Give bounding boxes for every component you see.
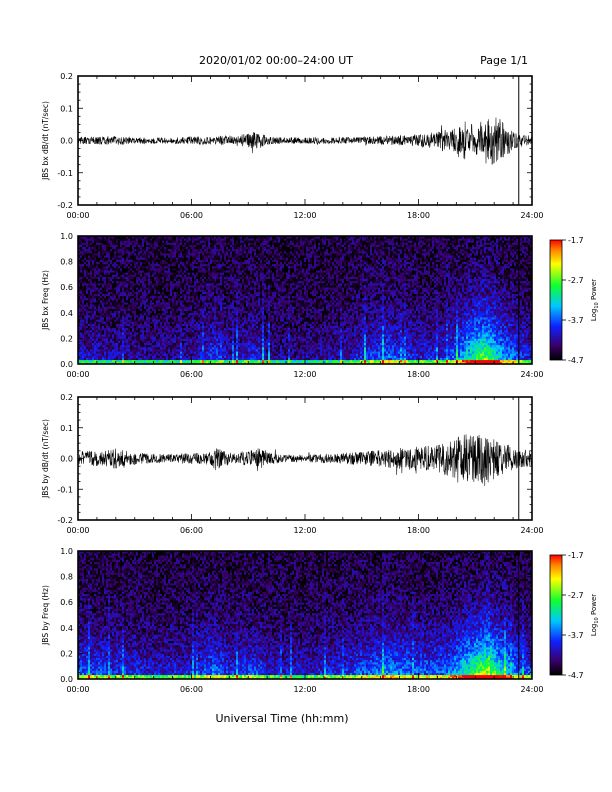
figure-page-number: Page 1/1 — [480, 54, 528, 67]
x-tick-label: 06:00 — [180, 370, 203, 379]
x-axis-title: Universal Time (hh:mm) — [216, 712, 349, 725]
spectrogram-cells — [78, 551, 533, 680]
y-axis-title: JBS by dB/dt (nT/sec) — [41, 419, 50, 499]
y-axis-title: JBS by Freq (Hz) — [41, 585, 50, 646]
y-tick-label: 0.0 — [60, 675, 73, 684]
bx-dbdt-panel: 00:00 06:00 12:00 18:00 24:00 0.2 0.1 0.0 -0.1 -0… — [41, 72, 544, 220]
y-tick-label: -0.1 — [57, 169, 73, 178]
colorbar-tick-label: -3.7 — [568, 316, 584, 325]
y-tick-label: -0.2 — [57, 201, 73, 210]
colorbar-label-rest: Power — [590, 594, 598, 618]
x-tick-label: 06:00 — [180, 526, 203, 535]
figure-date-range: 2020/01/02 00:00–24:00 UT — [199, 54, 353, 67]
colorbar-tick-label: -3.7 — [568, 631, 584, 640]
x-tick-label: 24:00 — [520, 526, 543, 535]
colorbar-label-rest: Power — [590, 279, 598, 303]
by-dbdt-panel: 00:00 06:00 12:00 18:00 24:00 0.2 0.1 0.0 -0.1 -0… — [41, 393, 544, 535]
x-tick-label: 00:00 — [66, 370, 89, 379]
y-axis-title: JBS bx Freq (Hz) — [41, 270, 50, 331]
x-tick-label: 12:00 — [293, 526, 316, 535]
y-tick-label: 0.2 — [60, 334, 73, 343]
x-tick-label: 18:00 — [407, 685, 430, 694]
y-tick-label: 1.0 — [60, 547, 73, 556]
colorbar — [549, 554, 563, 676]
x-tick-label: 18:00 — [407, 370, 430, 379]
x-tick-label: 12:00 — [293, 370, 316, 379]
spectrogram-cells — [78, 236, 533, 365]
colorbar-label: Log10 Power — [590, 594, 600, 636]
y-tick-label: 1.0 — [60, 232, 73, 241]
colorbar-tick-label: -1.7 — [568, 551, 584, 560]
dbdt-trace — [77, 434, 533, 487]
y-tick-label: 0.0 — [60, 455, 73, 464]
x-tick-label: 06:00 — [180, 685, 203, 694]
colorbar-label-text: Log — [590, 624, 598, 637]
colorbar-label: Log10 Power — [590, 279, 600, 321]
colorbar-label-sub: 10 — [594, 617, 600, 623]
y-tick-label: 0.4 — [60, 624, 73, 633]
y-tick-label: 0.8 — [60, 258, 73, 267]
y-tick-label: 0.4 — [60, 309, 73, 318]
x-tick-label: 00:00 — [66, 526, 89, 535]
x-tick-label: 00:00 — [66, 685, 89, 694]
colorbar-tick-label: -2.7 — [568, 276, 584, 285]
x-tick-label: 12:00 — [293, 685, 316, 694]
colorbar-tick-label: -2.7 — [568, 591, 584, 600]
y-tick-label: 0.8 — [60, 573, 73, 582]
x-tick-label: 12:00 — [293, 211, 316, 220]
colorbar-tick-label: -1.7 — [568, 236, 584, 245]
y-tick-label: -0.1 — [57, 485, 73, 494]
y-axis-title: JBS bx dB/dt (nT/sec) — [41, 101, 50, 181]
y-tick-label: 0.6 — [60, 598, 73, 607]
colorbar-label-sub: 10 — [594, 302, 600, 308]
y-tick-label: 0.2 — [60, 393, 73, 402]
y-tick-label: 0.6 — [60, 283, 73, 292]
by-spectrogram-panel: -1.7 -2.7 -3.7 -4.7 Log10 Power 00:00 06:00 12:… — [41, 547, 600, 694]
x-tick-label: 24:00 — [520, 685, 543, 694]
x-tick-label: 06:00 — [180, 211, 203, 220]
colorbar-label-text: Log — [590, 309, 598, 322]
y-tick-label: 0.0 — [60, 360, 73, 369]
x-tick-label: 24:00 — [520, 370, 543, 379]
x-tick-label: 00:00 — [66, 211, 89, 220]
bx-spectrogram-panel: -1.7 -2.7 -3.7 -4.7 Log10 Power 00:00 06:00 12:… — [41, 232, 600, 379]
y-tick-label: 0.1 — [60, 104, 73, 113]
colorbar-tick-label: -4.7 — [568, 356, 584, 365]
x-tick-label: 18:00 — [407, 211, 430, 220]
y-tick-label: 0.2 — [60, 649, 73, 658]
dbdt-trace — [77, 117, 533, 165]
y-tick-label: 0.0 — [60, 137, 73, 146]
y-tick-label: -0.2 — [57, 516, 73, 525]
colorbar-tick-label: -4.7 — [568, 671, 584, 680]
x-tick-label: 18:00 — [407, 526, 430, 535]
colorbar — [549, 239, 563, 361]
y-tick-label: 0.1 — [60, 424, 73, 433]
x-tick-label: 24:00 — [520, 211, 543, 220]
y-tick-label: 0.2 — [60, 72, 73, 81]
